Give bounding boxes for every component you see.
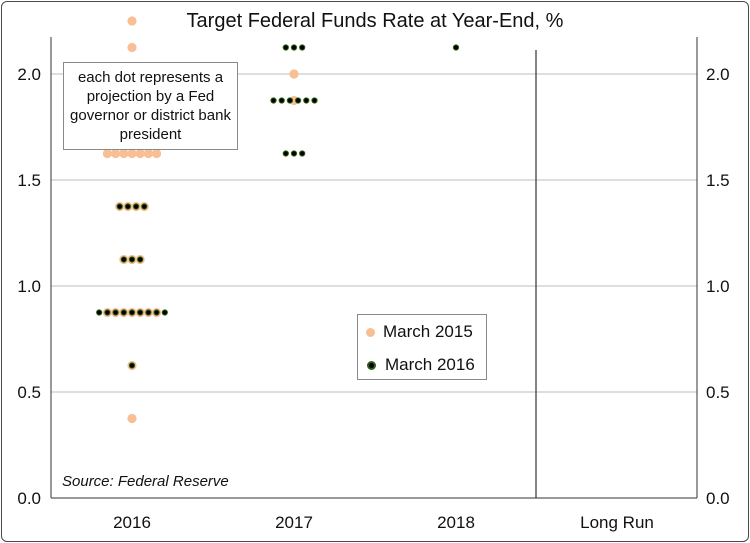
dot-march-2016 [290,150,298,157]
dot-march-2015 [102,148,112,159]
dot-march-2016 [96,309,103,316]
dot-march-2016 [299,150,306,157]
dot-march-2015 [127,413,137,424]
dot-march-2016 [286,97,293,104]
legend-label-march-2016: March 2016 [385,355,475,374]
dot-march-2015 [127,16,137,26]
dot-march-2016 [104,309,111,316]
y-tick-label-right: 1.0 [706,277,730,296]
dot-march-2015 [111,148,121,159]
dot-march-2016 [137,256,144,263]
legend-item-march-2016: March 2016 [366,354,475,376]
dot-march-2016 [128,362,136,369]
source-note: Source: Federal Reserve [62,473,229,490]
dot-march-2016 [290,44,298,51]
dot-march-2016 [120,256,127,263]
dot-march-2016 [299,44,306,51]
dot-march-2016 [303,97,310,104]
dot-march-2016 [124,203,132,210]
y-tick-label-left: 1.5 [17,171,41,190]
dot-march-2016 [295,97,302,104]
x-tick-label: Long Run [580,513,654,532]
dot-march-2016 [112,309,119,316]
dot-march-2016 [153,309,160,316]
y-tick-label-left: 0.5 [17,383,41,402]
dot-march-2015 [152,148,162,159]
legend-marker-march-2015 [366,327,375,337]
dot-march-2016 [282,44,289,51]
dot-march-2015 [289,69,299,79]
y-tick-label-left: 1.0 [17,277,41,296]
y-tick-label-right: 0.0 [706,489,730,508]
dot-march-2015 [127,42,137,53]
x-tick-label: 2016 [113,513,151,532]
dot-march-2016 [141,203,148,210]
dot-march-2015 [119,148,129,159]
dot-march-2016 [282,150,289,157]
legend-item-march-2015: March 2015 [366,321,473,343]
dot-march-2016 [133,203,140,210]
y-tick-label-right: 0.5 [706,383,730,402]
dot-march-2015 [143,148,153,159]
dot-march-2016 [137,309,144,316]
y-tick-label-right: 2.0 [706,65,730,84]
y-tick-label-right: 1.5 [706,171,730,190]
x-tick-label: 2018 [437,513,475,532]
dot-march-2016 [278,97,285,104]
legend: March 2015 March 2016 [357,314,487,380]
dot-march-2015 [127,148,137,159]
dot-march-2016 [116,203,123,210]
dot-march-2016 [311,97,318,104]
y-tick-label-left: 0.0 [17,489,41,508]
dot-march-2016 [128,256,136,263]
dot-march-2016 [145,309,152,316]
dot-march-2016 [161,309,168,316]
dot-march-2016 [452,44,460,51]
legend-marker-march-2016 [367,360,376,370]
annotation-box: each dot represents a projection by a Fe… [63,62,238,150]
dot-march-2015 [135,148,145,159]
annotation-text: each dot represents a projection by a Fe… [70,69,231,143]
x-tick-label: 2017 [275,513,313,532]
chart-title: Target Federal Funds Rate at Year-End, % [186,10,564,32]
legend-label-march-2015: March 2015 [383,322,473,341]
y-tick-label-left: 2.0 [17,65,41,84]
dot-march-2016 [270,97,277,104]
dot-march-2016 [128,309,136,316]
dot-march-2016 [120,309,127,316]
